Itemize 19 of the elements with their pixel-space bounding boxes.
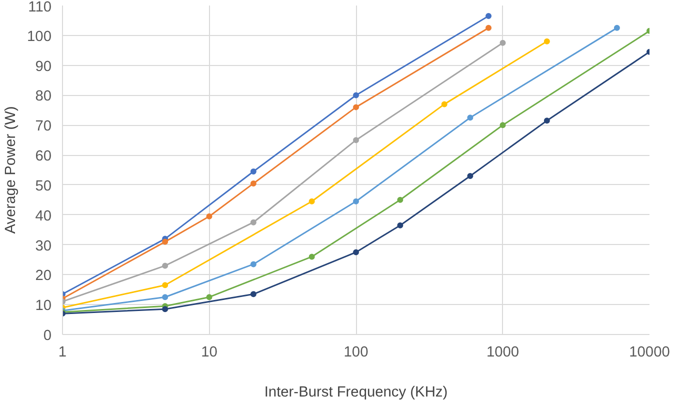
y-tick-label: 110: [28, 0, 52, 16]
x-tick-label: 10000: [629, 344, 670, 360]
y-tick-label: 10: [35, 298, 52, 314]
y-tick-label: 0: [43, 328, 52, 344]
x-tick-label: 1: [58, 344, 67, 360]
y-tick-label: 100: [27, 28, 52, 45]
x-tick-label: 1000: [486, 344, 520, 360]
y-tick-label: 30: [35, 238, 52, 254]
y-tick-label: 60: [35, 148, 52, 165]
y-tick-label: 90: [35, 58, 52, 75]
x-tick-label: 10: [201, 344, 218, 360]
y-tick-label: 20: [35, 268, 52, 284]
y-tick-label: 50: [35, 178, 52, 194]
y-tick-label: 80: [35, 88, 52, 105]
x-tick-label: 100: [344, 344, 368, 360]
y-tick-label: 70: [35, 118, 52, 135]
y-tick-label: 40: [35, 208, 52, 224]
x-axis-title: Inter-Burst Frequency (KHz): [264, 384, 448, 400]
y-axis-title: Average Power (W): [3, 106, 20, 234]
